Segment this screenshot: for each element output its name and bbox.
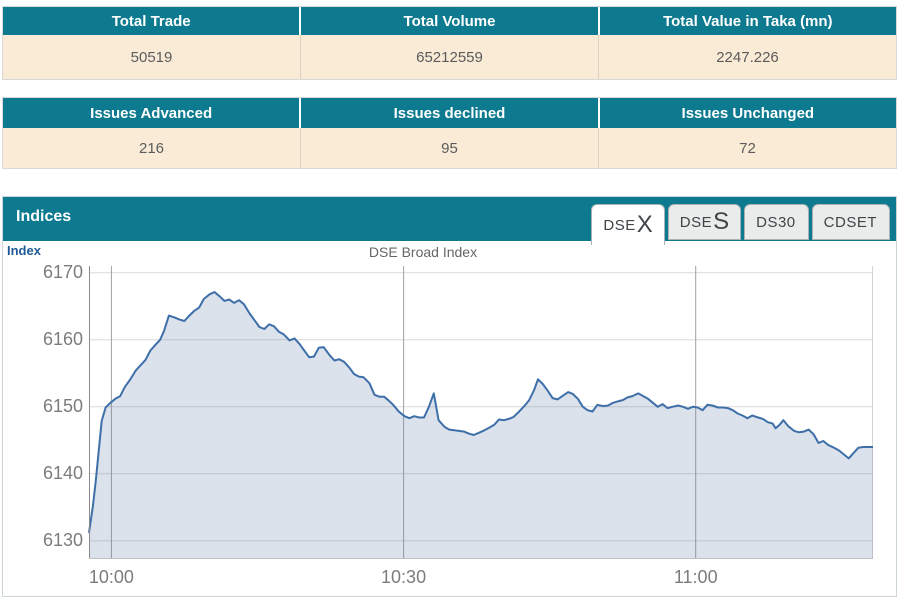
chart-plot: 6130 6140 6150 6160 6170 10:00 10:30 11:00 bbox=[43, 262, 873, 587]
y-axis-tick-label: 6170 bbox=[42, 261, 83, 282]
tab-dses-label-suffix: S bbox=[713, 208, 730, 235]
value-total-trade: 50519 bbox=[130, 48, 173, 66]
table-header-row: Total Trade Total Volume Total Value in … bbox=[3, 7, 896, 35]
header-total-trade: Total Trade bbox=[111, 12, 191, 30]
table-value-row: 50519 65212559 2247.226 bbox=[3, 35, 896, 79]
y-axis-title: Index bbox=[7, 243, 41, 258]
chart-title: DSE Broad Index bbox=[368, 244, 478, 260]
tab-ds30-label: DS30 bbox=[756, 213, 796, 231]
x-axis-tick-label: 10:00 bbox=[88, 567, 134, 587]
indices-panel: Indices DSE X DSE S DS30 CDSET Index DSE… bbox=[2, 196, 897, 597]
y-axis-tick-label: 6130 bbox=[42, 529, 83, 550]
tab-dses-label: DSE bbox=[679, 213, 713, 231]
table-value-row: 216 95 72 bbox=[3, 128, 896, 168]
x-axis-tick-label: 10:30 bbox=[381, 567, 427, 587]
summary-table-issues: Issues Advanced Issues declined Issues U… bbox=[2, 97, 897, 169]
y-axis-tick-label: 6140 bbox=[42, 462, 83, 483]
y-axis-tick-label: 6160 bbox=[42, 328, 83, 349]
table-header-row: Issues Advanced Issues declined Issues U… bbox=[3, 98, 896, 128]
x-axis-tick-label: 11:00 bbox=[673, 567, 718, 587]
header-issues-declined: Issues declined bbox=[299, 98, 597, 128]
header-total-value: Total Value in Taka (mn) bbox=[597, 7, 896, 35]
value-issues-unchanged: 72 bbox=[598, 128, 896, 168]
y-axis-tick-label: 6150 bbox=[42, 395, 83, 416]
summary-table-trade: Total Trade Total Volume Total Value in … bbox=[2, 6, 897, 80]
value-issues-declined: 95 bbox=[300, 128, 598, 168]
chart-svg bbox=[88, 266, 873, 559]
tab-cdset[interactable]: CDSET bbox=[811, 204, 890, 240]
tab-cdset-label: CDSET bbox=[823, 213, 877, 231]
value-issues-advanced: 216 bbox=[138, 139, 165, 157]
indices-title: Indices bbox=[16, 208, 72, 225]
tab-dsex-label-suffix: X bbox=[636, 211, 653, 238]
tab-dses[interactable]: DSE S bbox=[667, 204, 742, 240]
header-total-volume: Total Volume bbox=[299, 7, 597, 35]
header-issues-advanced: Issues Advanced bbox=[90, 104, 213, 122]
tab-dsex[interactable]: DSE X bbox=[591, 204, 665, 245]
value-total-value: 2247.226 bbox=[598, 35, 896, 79]
index-tabs: DSE X DSE S DS30 CDSET bbox=[591, 204, 890, 245]
tab-ds30[interactable]: DS30 bbox=[744, 204, 809, 240]
tab-dsex-label: DSE bbox=[603, 216, 636, 234]
header-issues-unchanged: Issues Unchanged bbox=[597, 98, 896, 128]
value-total-volume: 65212559 bbox=[300, 35, 598, 79]
